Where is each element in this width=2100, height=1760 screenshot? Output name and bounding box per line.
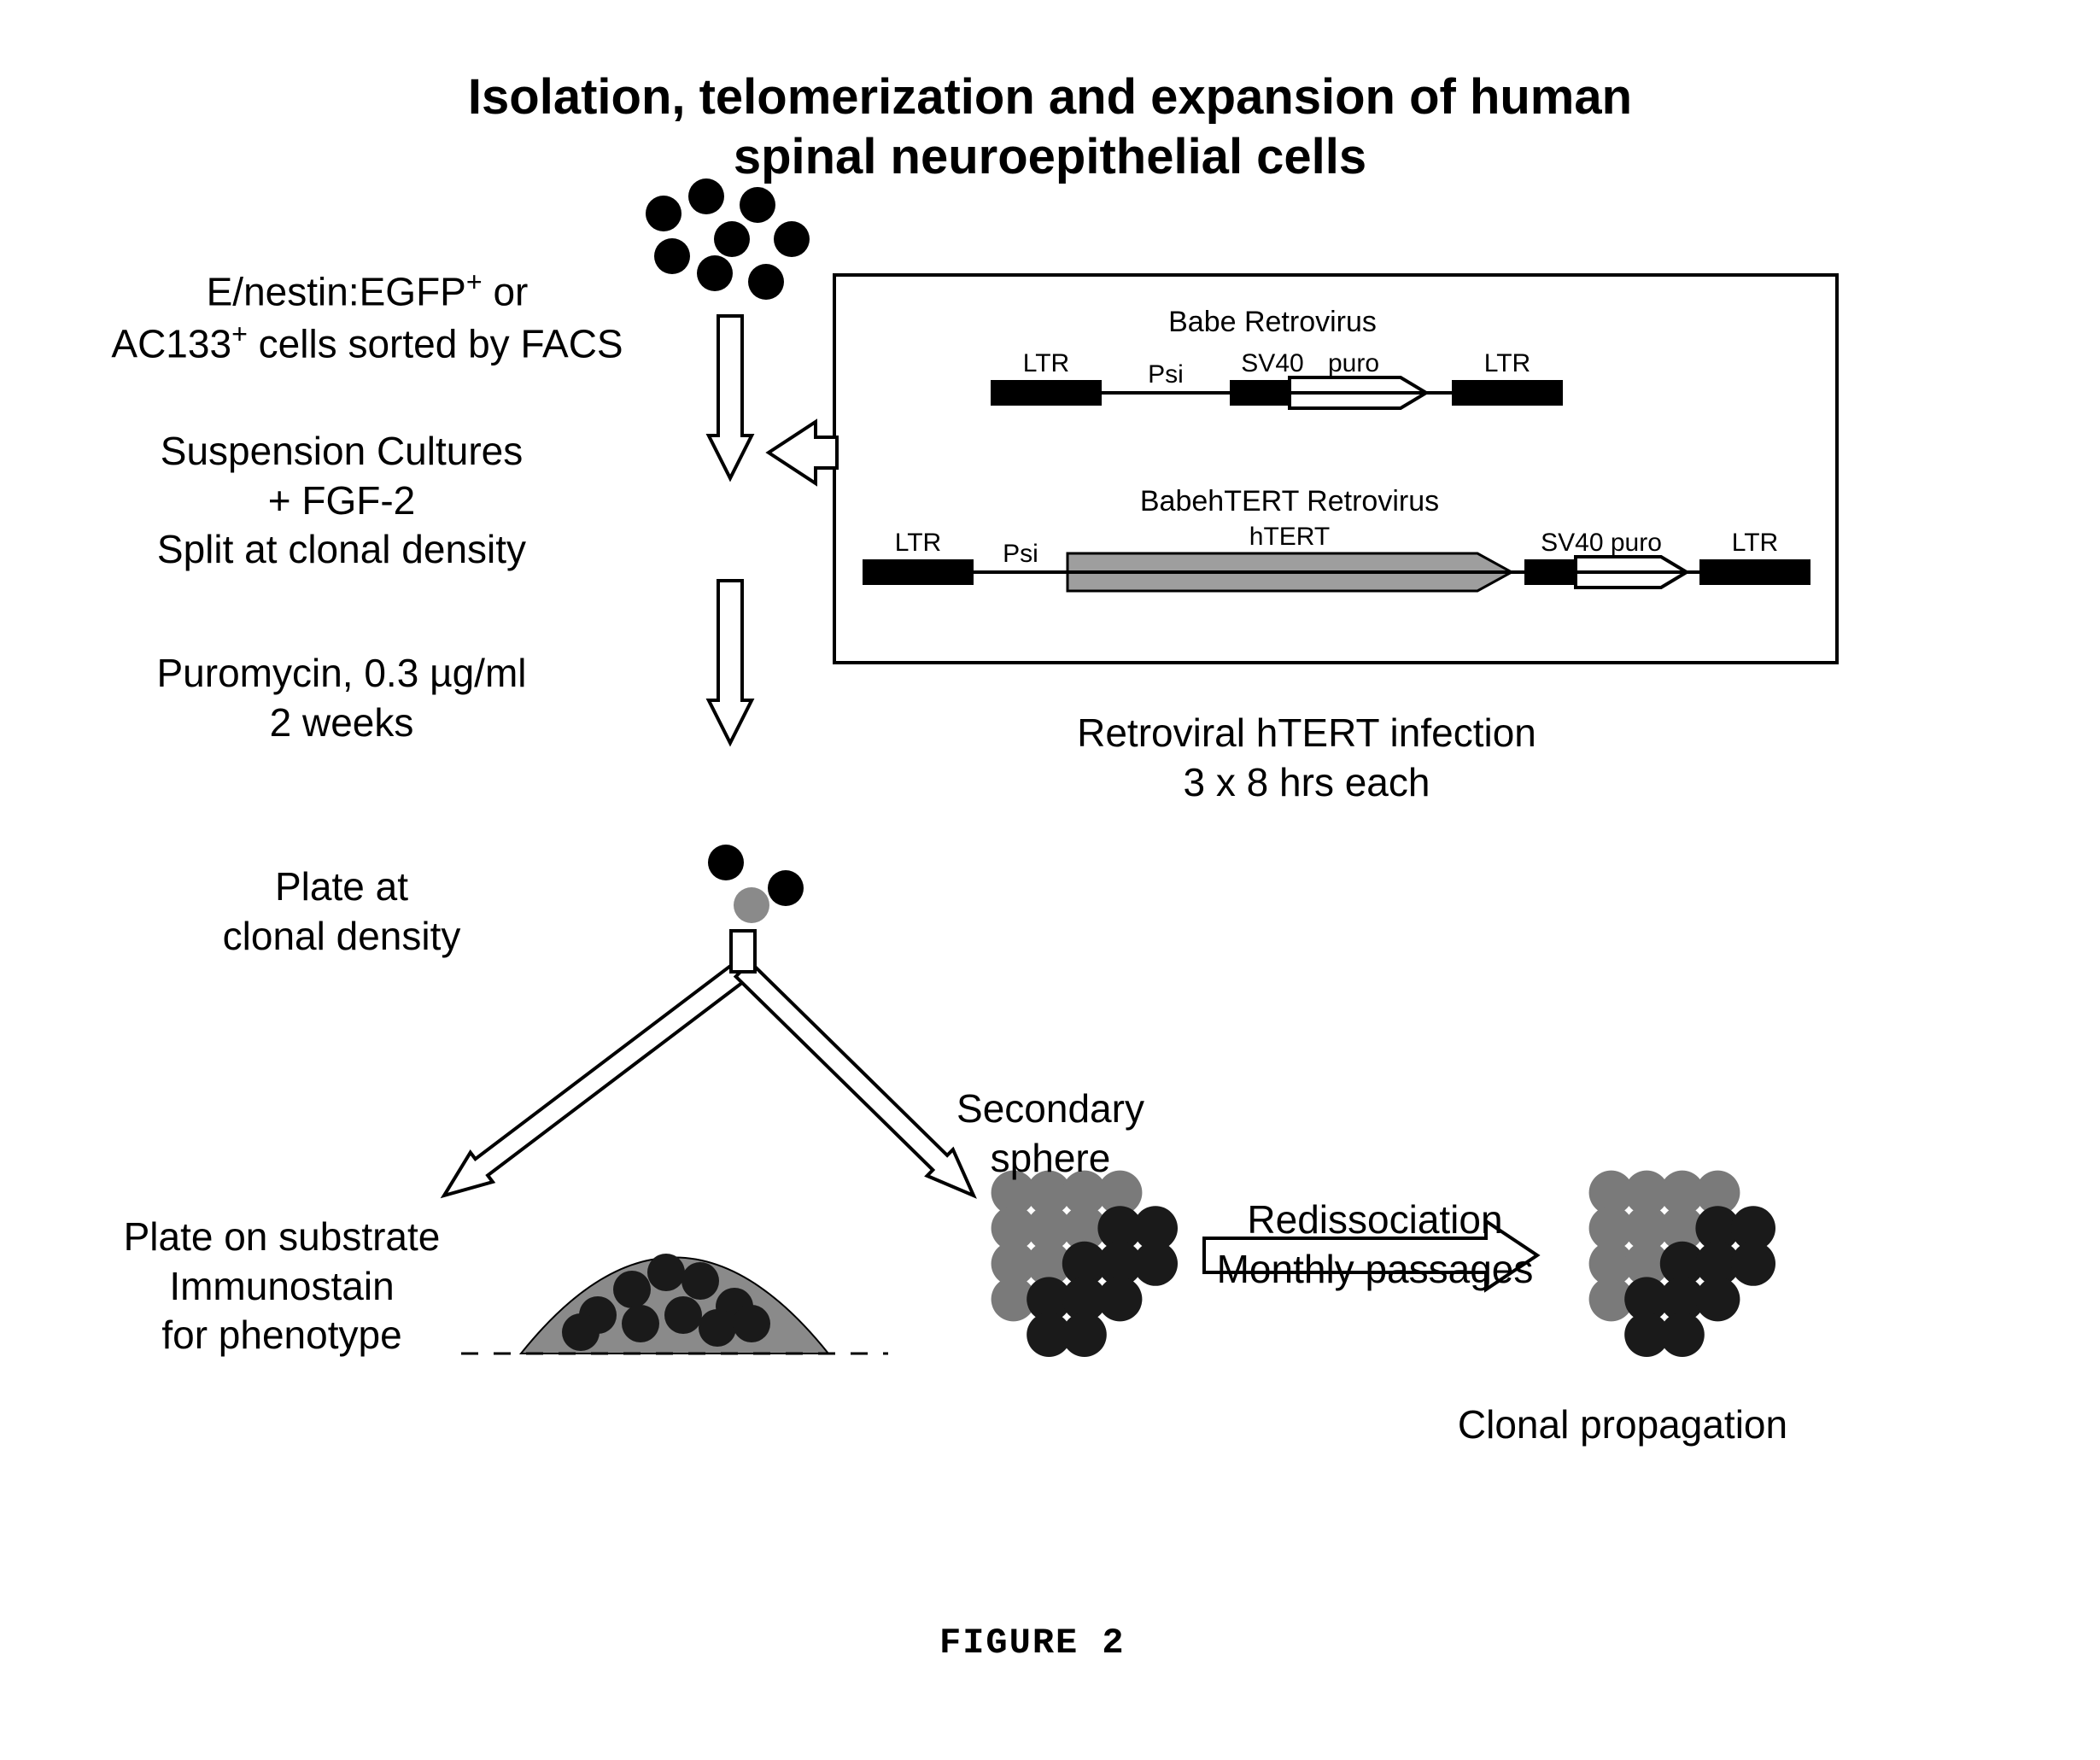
sphere-cell xyxy=(1731,1206,1775,1250)
label-clonal-propagation: Clonal propagation xyxy=(1281,1400,1964,1450)
sphere-cell xyxy=(992,1206,1036,1250)
label-sorted-cells: E/nestin:EGFP+ orAC133+ cells sorted by … xyxy=(26,265,709,369)
page-title-line1: Isolation, telomerization and expansion … xyxy=(0,68,2100,126)
cell-dot xyxy=(734,887,769,923)
page-title-line2: spinal neuroepithelial cells xyxy=(0,128,2100,185)
open-arrow-down xyxy=(709,581,752,743)
retrovirus-box xyxy=(833,273,1839,664)
split-arrow xyxy=(444,961,749,1196)
sphere-cell xyxy=(1660,1313,1705,1357)
cell-dot xyxy=(768,870,804,906)
label-puromycin: Puromycin, 0.3 µg/ml2 weeks xyxy=(0,649,683,747)
label-retro-caption: Retroviral hTERT infection3 x 8 hrs each xyxy=(965,709,1648,807)
plated-cell xyxy=(647,1254,685,1291)
cell-dot xyxy=(646,196,681,231)
label-suspension: Suspension Cultures+ FGF-2Split at clona… xyxy=(0,427,683,575)
plated-cell xyxy=(681,1262,719,1300)
figure-caption: FIGURE 2 xyxy=(939,1623,1126,1664)
open-arrow-left xyxy=(769,422,837,483)
sphere-cell xyxy=(992,1277,1036,1321)
plated-cell xyxy=(622,1305,659,1342)
open-arrow-down xyxy=(709,316,752,478)
label-redissociation: RedissociationMonthly passages xyxy=(1033,1196,1717,1294)
cell-dot xyxy=(748,264,784,300)
label-plate-clonal: Plate atclonal density xyxy=(0,862,683,961)
cell-dot xyxy=(714,221,750,257)
cell-dot xyxy=(740,187,775,223)
split-arrow-neck xyxy=(731,931,755,972)
sphere-cell xyxy=(992,1242,1036,1286)
plated-cell xyxy=(664,1296,702,1334)
plated-cell xyxy=(733,1305,770,1342)
diagram-root: Isolation, telomerization and expansion … xyxy=(0,0,2100,1760)
sphere-cell xyxy=(1624,1313,1669,1357)
sphere-cell xyxy=(1731,1242,1775,1286)
plated-cell xyxy=(699,1309,736,1347)
cell-dot xyxy=(774,221,810,257)
cell-dot xyxy=(708,845,744,880)
label-plate-substrate: Plate on substrateImmunostainfor phenoty… xyxy=(0,1213,623,1360)
sphere-cell xyxy=(1027,1313,1071,1357)
label-secondary-sphere: Secondarysphere xyxy=(709,1085,1392,1183)
plated-cell xyxy=(716,1288,753,1325)
sphere-cell xyxy=(1062,1313,1107,1357)
